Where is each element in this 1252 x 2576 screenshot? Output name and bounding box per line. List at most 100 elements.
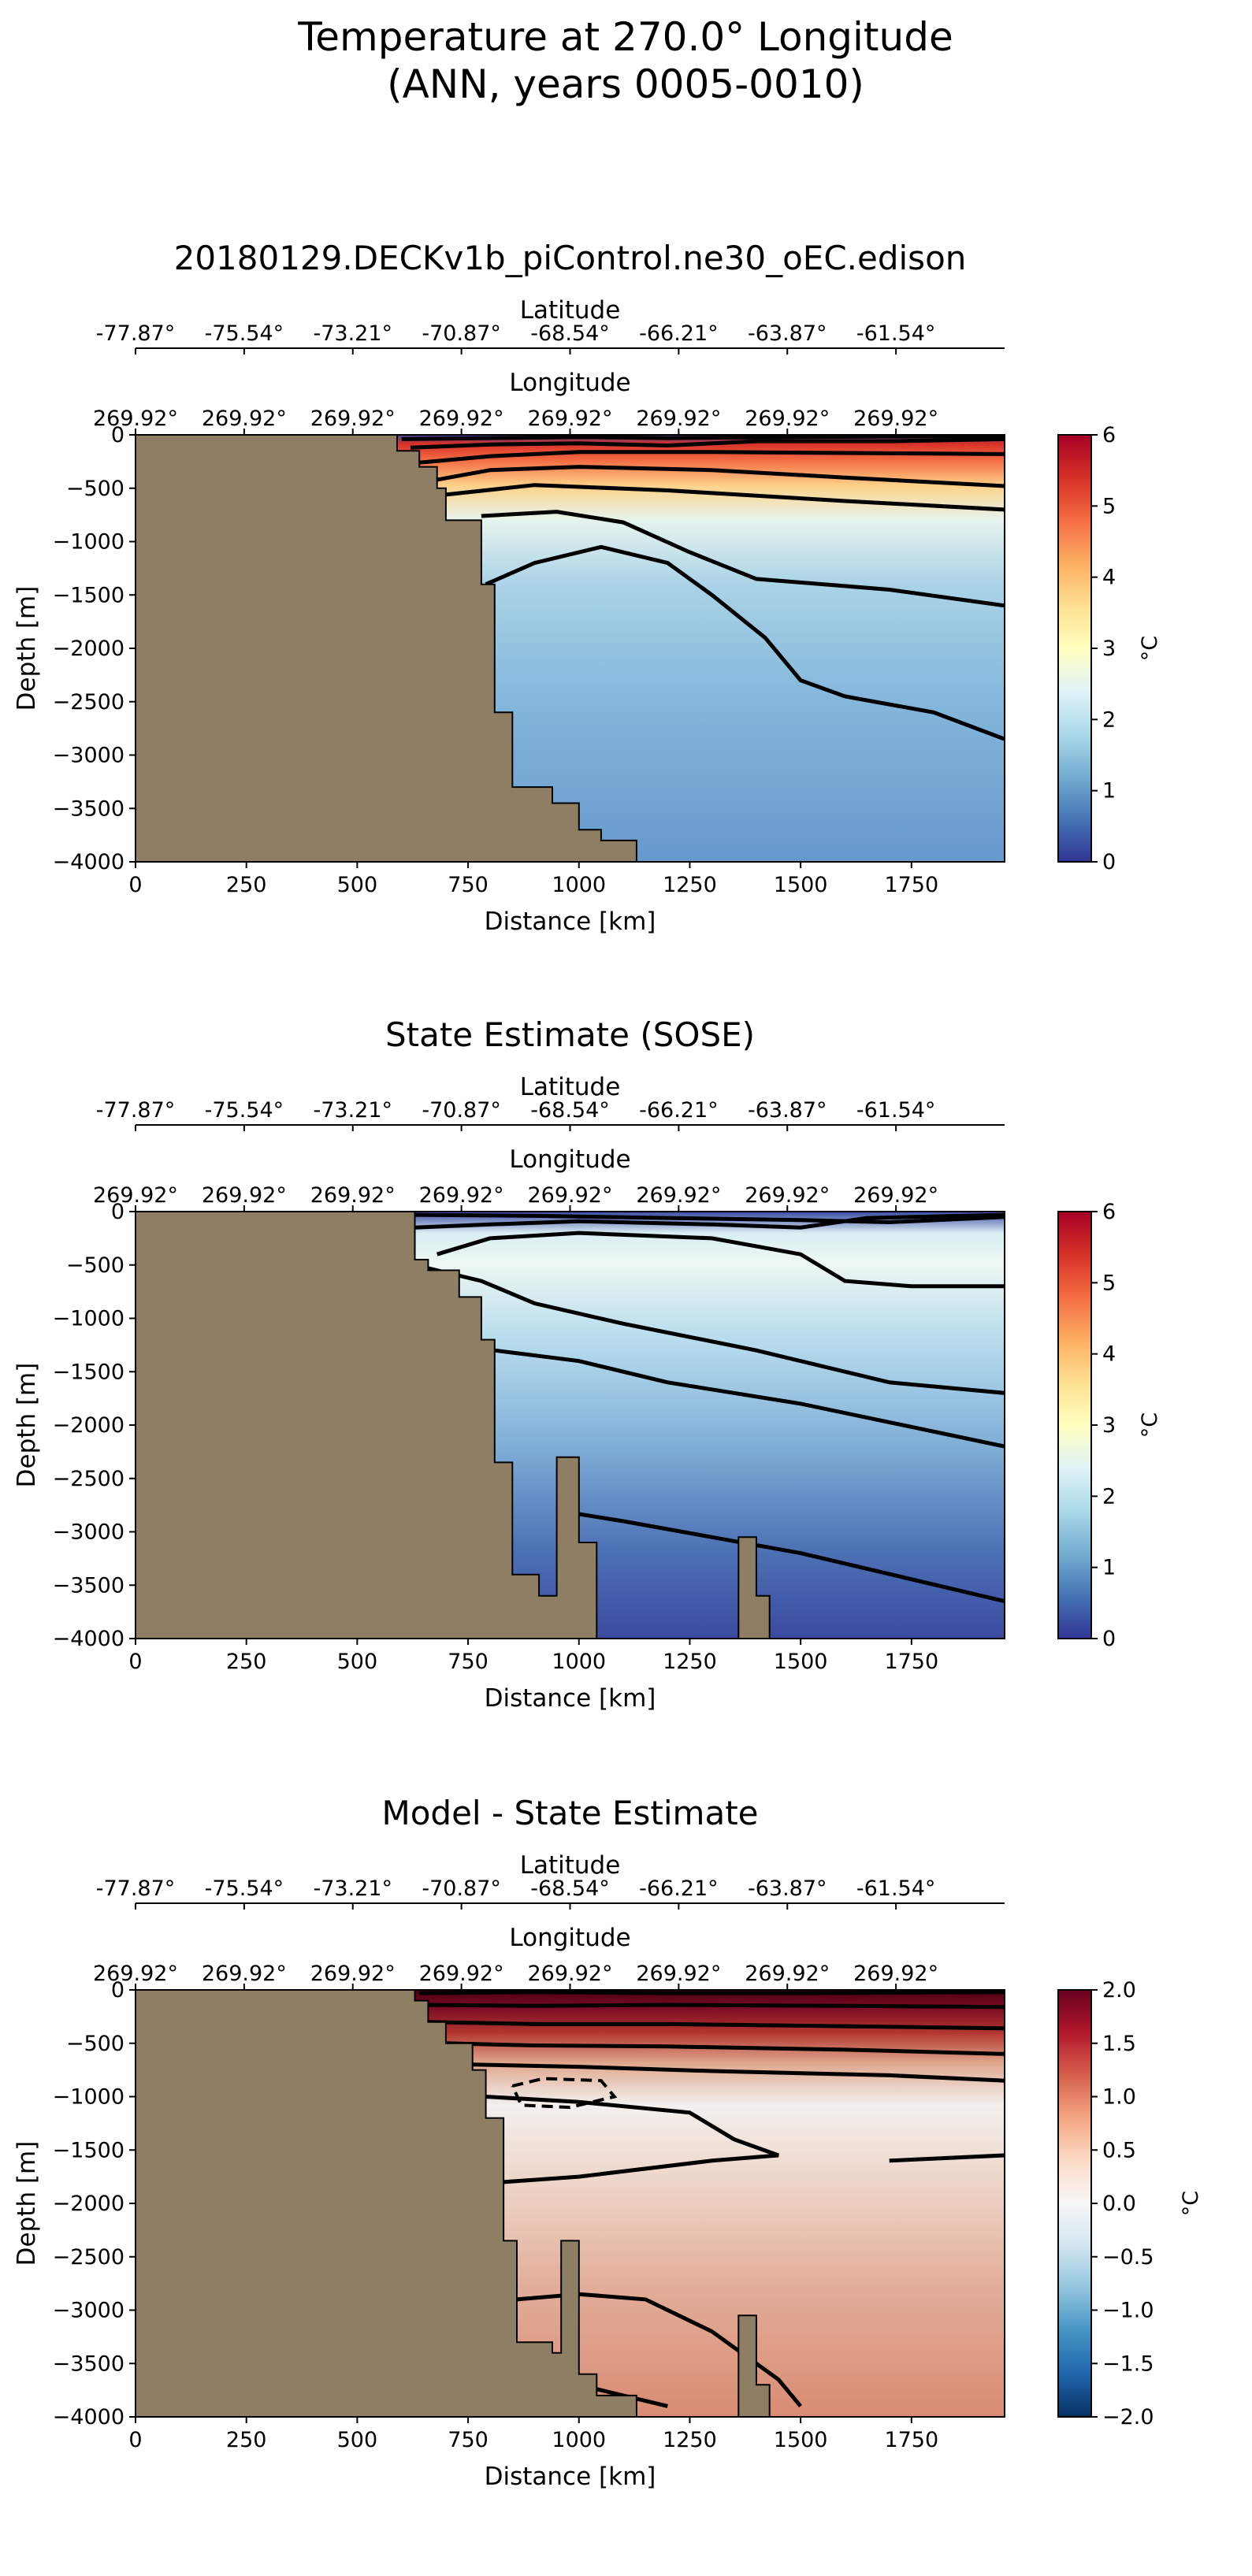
colorbar-tick-label: 2.0: [1102, 1978, 1136, 2003]
colorbar-tick-label: 3: [1102, 637, 1116, 661]
latitude-tick-label: -61.54°: [856, 1876, 936, 1901]
colorbar-tick-label: −0.5: [1102, 2245, 1154, 2270]
colorbar: [1057, 1989, 1092, 2418]
x-tick-label: 250: [226, 873, 267, 897]
longitude-tick-label: 269.92°: [93, 1962, 178, 1986]
y-tick-label: −3000: [53, 1520, 124, 1545]
y-tick-label: −2000: [53, 1413, 124, 1438]
x-tick-label: 1000: [552, 1650, 606, 1674]
y-tick-label: −500: [66, 2032, 124, 2056]
x-tick-label: 1750: [884, 873, 938, 897]
latitude-axis-label: Latitude: [520, 296, 621, 325]
x-tick-label: 0: [128, 2428, 142, 2452]
plot-area: [136, 1990, 1005, 2417]
y-tick-label: −1000: [53, 2085, 124, 2110]
y-axis-label: Depth [m]: [13, 586, 41, 711]
x-tick-label: 1750: [884, 2428, 938, 2452]
colorbar-tick-label: −1.5: [1102, 2351, 1154, 2376]
x-tick-label: 500: [337, 1650, 378, 1674]
colorbar-tick-label: 2: [1102, 707, 1116, 732]
latitude-tick-label: -73.21°: [313, 1876, 392, 1901]
x-axis-label: Distance [km]: [485, 2463, 656, 2491]
longitude-tick-label: 269.92°: [636, 406, 721, 431]
colorbar-tick-label: 1.0: [1102, 2085, 1136, 2110]
longitude-axis-label: Longitude: [509, 1145, 630, 1174]
x-tick-label: 1500: [774, 2428, 828, 2452]
x-axis-label: Distance [km]: [485, 908, 656, 936]
latitude-tick-label: -70.87°: [422, 321, 501, 346]
seamount-land: [737, 1536, 771, 1639]
colorbar-tick-label: 1: [1102, 779, 1116, 804]
land-mask: [136, 1212, 598, 1639]
colorbar-label: °C: [1138, 636, 1162, 661]
latitude-tick-label: -70.87°: [422, 1876, 501, 1901]
colorbar-tick-label: 0.0: [1102, 2192, 1136, 2216]
x-tick-label: 0: [128, 873, 142, 897]
longitude-tick-label: 269.92°: [202, 406, 287, 431]
y-tick-label: −1500: [53, 583, 124, 607]
latitude-tick-label: -61.54°: [856, 321, 936, 346]
contour-line: [494, 1348, 1005, 1449]
seamount-land: [737, 2314, 771, 2417]
longitude-tick-label: 269.92°: [636, 1962, 721, 1986]
latitude-tick-label: -73.21°: [313, 321, 392, 346]
x-tick-label: 1000: [552, 873, 606, 897]
y-tick-label: −1500: [53, 2138, 124, 2162]
latitude-tick-label: -73.21°: [313, 1098, 392, 1123]
colorbar-label: °C: [1138, 1412, 1162, 1438]
contour-line: [414, 1212, 1005, 1230]
contour-line: [437, 465, 1005, 488]
panels: 20180129.DECKv1b_piControl.ne30_oEC.edis…: [13, 239, 1203, 2491]
contour-line: [472, 2062, 1005, 2083]
colorbar: [1057, 434, 1092, 863]
x-tick-label: 1500: [774, 1650, 828, 1674]
x-tick-label: 500: [337, 873, 378, 897]
figure-title-line1: Temperature at 270.0° Longitude: [297, 14, 953, 60]
chart-panel-1: 20180129.DECKv1b_piControl.ne30_oEC.edis…: [13, 239, 1162, 936]
colorbar-tick-label: 1: [1102, 1556, 1116, 1580]
y-tick-label: −3500: [53, 2351, 124, 2376]
colorbar-tick-label: 5: [1102, 494, 1116, 518]
latitude-tick-label: -66.21°: [639, 321, 719, 346]
chart-panel-2: State Estimate (SOSE) Latitude Longitude -7…: [13, 1015, 1162, 1713]
x-tick-label: 250: [226, 1650, 267, 1674]
latitude-tick-label: -68.54°: [530, 321, 610, 346]
y-tick-label: −1500: [53, 1360, 124, 1384]
longitude-tick-label: 269.92°: [745, 1962, 830, 1986]
panel-title: State Estimate (SOSE): [385, 1015, 755, 1054]
contour-line: [556, 1508, 1005, 1604]
latitude-tick-label: -66.21°: [639, 1098, 719, 1123]
longitude-tick-label: 269.92°: [202, 1962, 287, 1986]
contour-line: [419, 1990, 1005, 1995]
colorbar-tick-label: 0.5: [1102, 2138, 1136, 2162]
y-tick-label: −2000: [53, 637, 124, 661]
land-mask: [136, 1990, 637, 2417]
colorbar-tick-label: 6: [1102, 423, 1116, 447]
latitude-axis-label: Latitude: [520, 1851, 621, 1880]
contour-line: [419, 2003, 1005, 2010]
y-tick-label: −3500: [53, 1573, 124, 1598]
x-tick-label: 1000: [552, 2428, 606, 2452]
contour-line: [414, 1212, 1005, 1225]
latitude-tick-label: -63.87°: [748, 321, 827, 346]
longitude-axis-label: Longitude: [509, 369, 630, 397]
contour-line: [428, 2020, 1005, 2031]
longitude-tick-label: 269.92°: [310, 1962, 396, 1986]
longitude-tick-label: 269.92°: [419, 1962, 504, 1986]
longitude-tick-label: 269.92°: [310, 1183, 396, 1208]
colorbar-tick-label: 3: [1102, 1413, 1116, 1438]
panel-title: 20180129.DECKv1b_piControl.ne30_oEC.edis…: [174, 239, 967, 277]
longitude-tick-label: 269.92°: [310, 406, 396, 431]
colorbar-tick-label: 0: [1102, 850, 1116, 874]
x-tick-label: 1250: [663, 1650, 717, 1674]
x-tick-label: 1250: [663, 873, 717, 897]
panel-title: Model - State Estimate: [382, 1794, 759, 1832]
plot-area: [136, 1212, 1005, 1639]
land-mask: [136, 435, 637, 862]
longitude-tick-label: 269.92°: [528, 1962, 613, 1986]
colorbar-tick-label: 6: [1102, 1200, 1116, 1224]
latitude-tick-label: -75.54°: [205, 321, 284, 346]
x-tick-label: 1500: [774, 873, 828, 897]
x-tick-label: 1250: [663, 2428, 717, 2452]
